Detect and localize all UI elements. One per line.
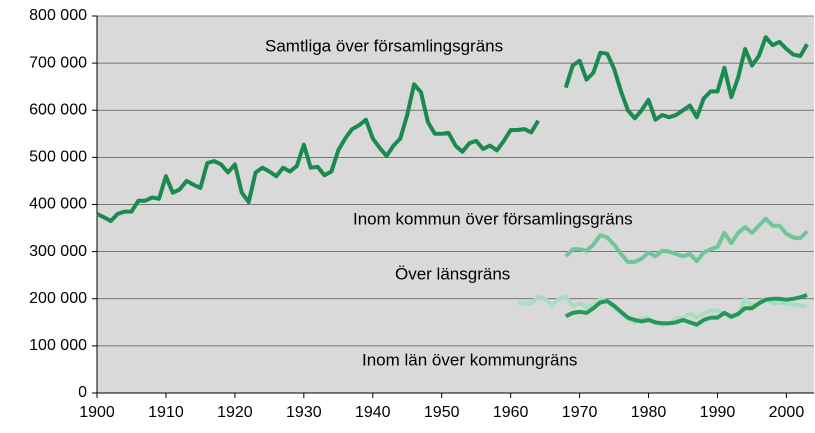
x-tick-label: 1920 xyxy=(217,404,253,421)
x-tick-label: 1910 xyxy=(148,404,184,421)
y-tick-label: 0 xyxy=(78,384,87,401)
y-tick-label: 300 000 xyxy=(29,243,87,260)
x-tick-label: 1990 xyxy=(700,404,736,421)
x-tick-label: 2000 xyxy=(769,404,805,421)
x-tick-label: 1970 xyxy=(562,404,598,421)
y-tick-label: 500 000 xyxy=(29,149,87,166)
y-tick-label: 200 000 xyxy=(29,290,87,307)
series-line xyxy=(96,35,809,223)
series-line xyxy=(564,293,808,327)
x-tick-label: 1960 xyxy=(493,404,529,421)
y-tick-label: 400 000 xyxy=(29,196,87,213)
series-label: Inom kommun över församlingsgräns xyxy=(353,209,633,228)
series-label: Över länsgräns xyxy=(395,264,510,283)
x-tick-label: 1930 xyxy=(286,404,322,421)
x-tick-label: 1980 xyxy=(631,404,667,421)
x-tick-label: 1940 xyxy=(355,404,391,421)
y-tick-label: 100 000 xyxy=(29,337,87,354)
series-line xyxy=(564,216,809,264)
series-label: Samtliga över församlingsgräns xyxy=(265,36,503,55)
x-tick-label: 1950 xyxy=(424,404,460,421)
y-tick-label: 700 000 xyxy=(29,54,87,71)
series-label: Inom län över kommungräns xyxy=(362,350,577,369)
x-tick-label: 1900 xyxy=(79,404,115,421)
y-tick-label: 800 000 xyxy=(29,7,87,24)
y-tick-label: 600 000 xyxy=(29,101,87,118)
